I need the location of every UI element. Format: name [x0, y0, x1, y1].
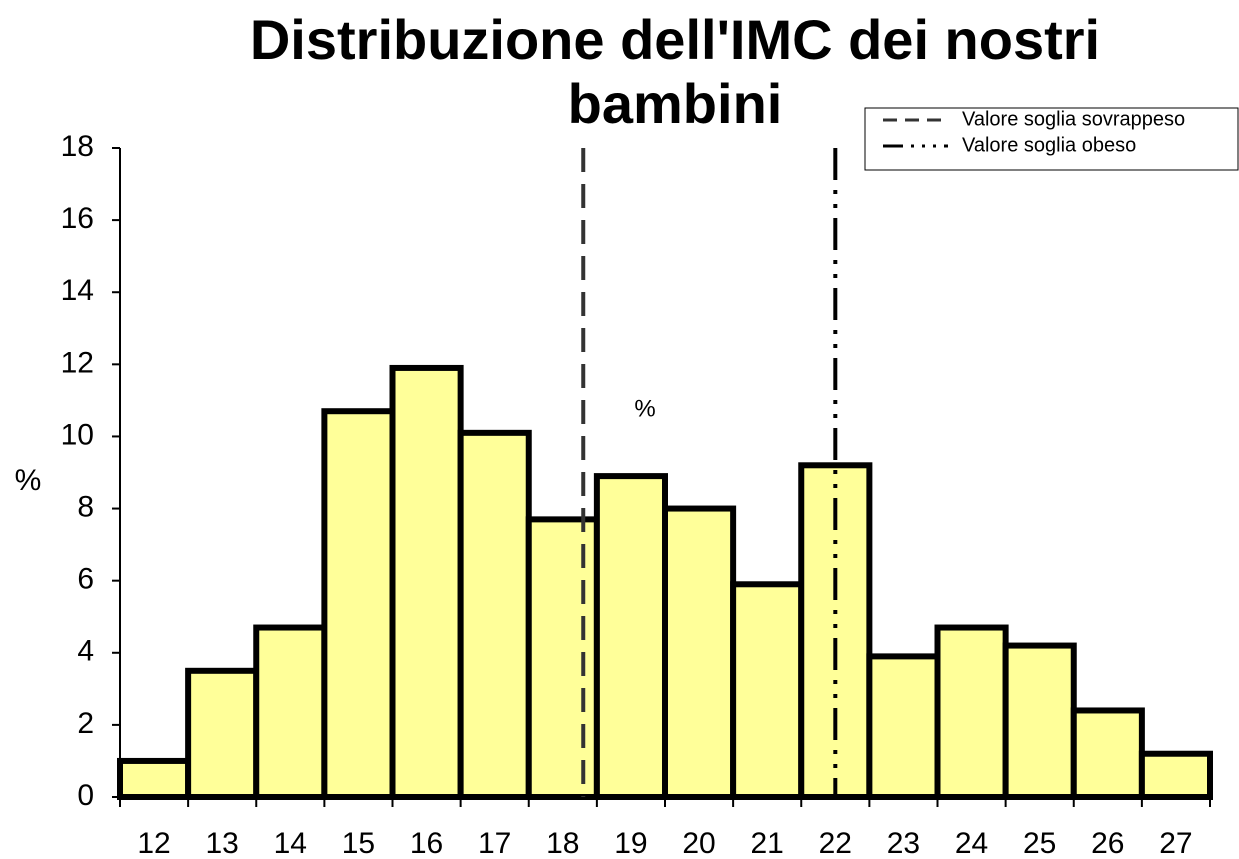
- bar: [525, 516, 600, 800]
- bar: [1070, 707, 1145, 801]
- bar: [730, 581, 805, 800]
- x-tick-label: 19: [614, 827, 647, 859]
- x-tick-label: 21: [751, 827, 784, 859]
- x-tick-label: 23: [887, 827, 920, 859]
- y-tick-label: 18: [61, 130, 94, 163]
- legend-box: [864, 107, 1239, 171]
- x-tick-label: 27: [1159, 827, 1192, 859]
- x-tick-label: 20: [682, 827, 715, 859]
- y-tick-label: 4: [77, 635, 94, 668]
- bar: [457, 429, 532, 800]
- x-tick-label: 25: [1023, 827, 1056, 859]
- x-tick-label: 15: [342, 827, 375, 859]
- bar: [1138, 750, 1213, 801]
- y-tick-label: 8: [77, 490, 94, 523]
- y-tick-label: 14: [61, 274, 94, 307]
- bar: [253, 624, 328, 800]
- x-tick-label: 26: [1091, 827, 1124, 859]
- legend-label: Valore soglia obeso: [962, 134, 1136, 156]
- chart-title: Distribuzione dell'IMC dei nostri bambin…: [249, 8, 1101, 135]
- y-axis-label: %: [15, 464, 42, 497]
- x-tick-label: 12: [137, 827, 170, 859]
- x-tick-label: 18: [546, 827, 579, 859]
- y-tick-label: 16: [61, 202, 94, 235]
- x-tick-label: 13: [206, 827, 239, 859]
- bar: [321, 408, 396, 800]
- bar: [389, 364, 464, 800]
- bar: [662, 505, 737, 800]
- bar: [1002, 642, 1077, 800]
- y-tick-label: 2: [77, 707, 94, 740]
- y-tick-label: 6: [77, 563, 94, 596]
- bar: [117, 757, 192, 801]
- x-tick-label: 22: [819, 827, 852, 859]
- x-tick-label: 16: [410, 827, 443, 859]
- legend-label: Valore soglia sovrappeso: [962, 108, 1185, 130]
- x-tick-label: 24: [955, 827, 988, 859]
- x-tick-label: 14: [274, 827, 307, 859]
- bar: [934, 624, 1009, 800]
- bar: [866, 653, 941, 801]
- bar: [185, 667, 260, 800]
- bar: [593, 473, 668, 800]
- y-tick-label: 12: [61, 346, 94, 379]
- y-tick-label: 0: [77, 779, 94, 812]
- annotation: %: [634, 395, 655, 422]
- y-tick-label: 10: [61, 418, 94, 451]
- x-tick-label: 17: [478, 827, 511, 859]
